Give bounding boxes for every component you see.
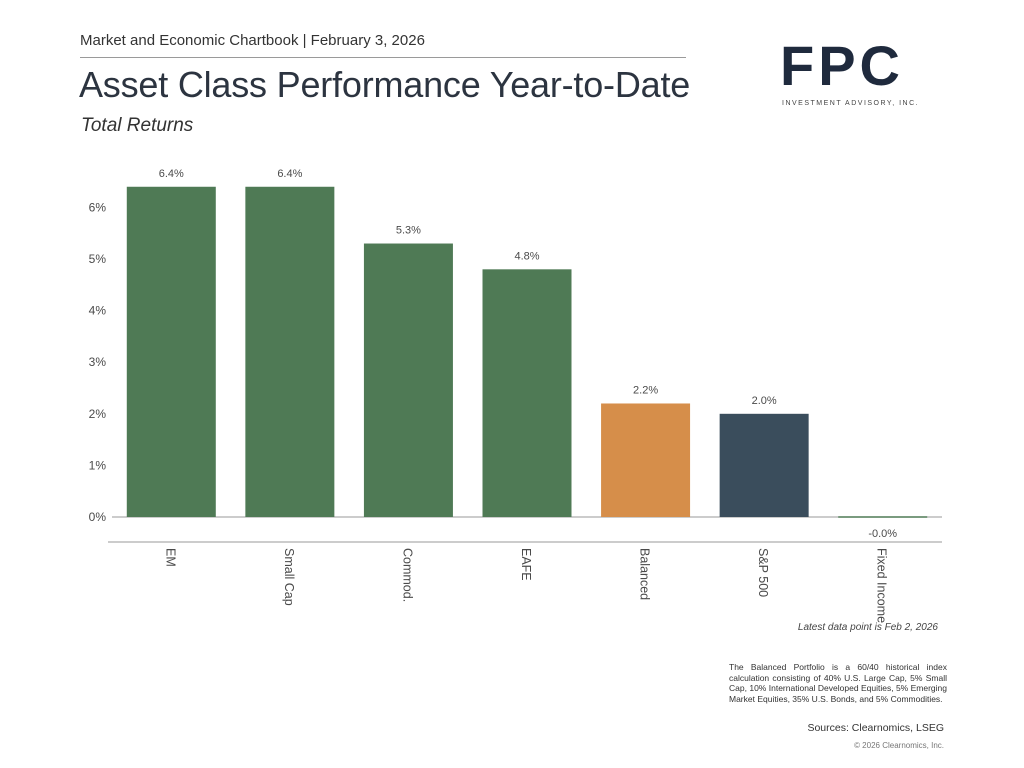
balanced-portfolio-footnote: The Balanced Portfolio is a 60/40 histor… — [729, 662, 947, 704]
fpc-logo: FPC INVESTMENT ADVISORY, INC. — [780, 38, 940, 113]
copyright-note: © 2026 Clearnomics, Inc. — [854, 741, 944, 750]
bar-commod- — [363, 243, 453, 517]
page-title: Asset Class Performance Year-to-Date — [79, 64, 691, 105]
y-tick-label: 4% — [89, 304, 107, 318]
x-tick-label: Balanced — [638, 548, 652, 600]
data-label: 4.8% — [514, 250, 539, 262]
data-label: -0.0% — [868, 528, 897, 540]
sources-note: Sources: Clearnomics, LSEG — [807, 722, 944, 734]
data-label: 6.4% — [277, 168, 302, 180]
x-tick-label: EM — [163, 548, 177, 567]
bar-fixed-income — [838, 516, 928, 518]
logo-mark: FPC — [780, 34, 904, 97]
bar-eafe — [482, 269, 572, 517]
data-label: 2.0% — [752, 395, 777, 407]
y-tick-label: 3% — [89, 355, 107, 369]
x-tick-label: EAFE — [519, 548, 533, 581]
bar-balanced — [601, 403, 691, 517]
x-tick-label: S&P 500 — [756, 548, 770, 597]
header-divider — [80, 57, 686, 58]
logo-tagline: INVESTMENT ADVISORY, INC. — [782, 100, 920, 107]
x-tick-label: Fixed Income — [875, 548, 889, 623]
data-label: 5.3% — [396, 225, 421, 237]
chartbook-header: Market and Economic Chartbook | February… — [80, 32, 425, 49]
x-tick-label: Small Cap — [282, 548, 296, 606]
bar-small-cap — [245, 186, 335, 517]
page-subtitle: Total Returns — [81, 115, 194, 136]
bar-em — [126, 186, 216, 517]
y-tick-label: 1% — [89, 458, 107, 472]
data-label: 6.4% — [159, 168, 184, 180]
y-tick-label: 2% — [89, 407, 107, 421]
data-label: 2.2% — [633, 384, 658, 396]
y-tick-label: 5% — [89, 252, 107, 266]
bar-s-p-500 — [719, 413, 809, 517]
x-tick-label: Commod. — [400, 548, 414, 602]
latest-data-note: Latest data point is Feb 2, 2026 — [797, 622, 938, 633]
y-tick-label: 0% — [89, 510, 107, 524]
y-tick-label: 6% — [89, 200, 107, 214]
